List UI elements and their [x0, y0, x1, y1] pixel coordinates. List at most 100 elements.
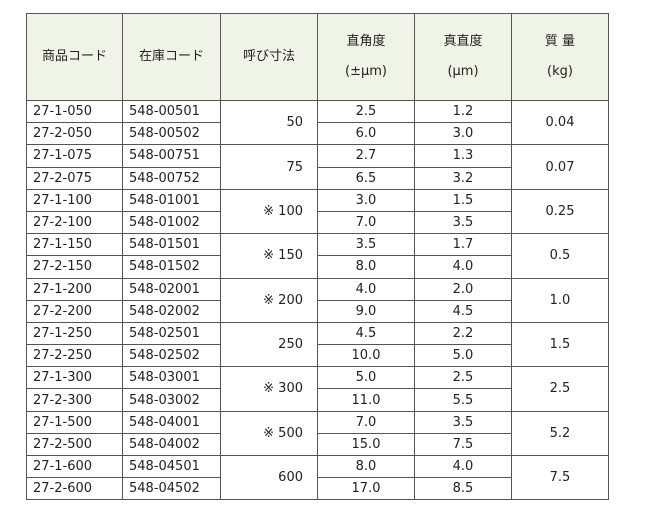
stock-code: 548-00502: [122, 122, 221, 146]
header-cell: 直角度 (±μm): [317, 13, 415, 101]
straightness: 1.2: [414, 99, 512, 124]
product-code: 27-2-500: [26, 432, 123, 457]
mass: 0.04: [511, 99, 609, 146]
product-code: 27-1-050: [26, 99, 123, 124]
header-text: (μm): [447, 64, 479, 79]
spec-table: 商品コード 在庫コード 呼び寸法 直角度 (±μm) 真直度 (μm) 質 量 (kg) 27-…: [26, 13, 609, 501]
header-text: 真直度: [443, 34, 483, 49]
product-code: 27-1-300: [26, 366, 123, 390]
product-code: 27-2-300: [26, 388, 123, 412]
nominal-size: ※ 300: [220, 366, 318, 412]
header-text: 質 量: [544, 34, 576, 49]
stock-code: 548-02001: [122, 277, 221, 301]
product-code: 27-2-250: [26, 344, 123, 368]
mass: 7.5: [511, 454, 609, 501]
data-row: 27-1-600 548-04501 600 8.0 4.0 7.5: [26, 454, 609, 501]
straightness: 4.0: [414, 454, 512, 479]
stock-code: 548-00752: [122, 166, 221, 190]
perpendicularity: 17.0: [317, 477, 415, 501]
perpendicularity: 4.5: [317, 321, 415, 346]
perpendicularity: 8.0: [317, 454, 415, 479]
straightness: 2.5: [414, 366, 512, 390]
nominal-size: 50: [220, 99, 318, 146]
stock-code: 548-00751: [122, 144, 221, 168]
header-cell: 商品コード: [26, 13, 123, 101]
perpendicularity: 4.0: [317, 277, 415, 301]
stock-code: 548-01502: [122, 255, 221, 279]
straightness: 8.5: [414, 477, 512, 501]
straightness: 1.5: [414, 188, 512, 212]
stock-code: 548-00501: [122, 99, 221, 124]
stock-code: 548-01002: [122, 210, 221, 235]
straightness: 5.0: [414, 344, 512, 368]
data-row: 27-2-200 548-02002 9.0 4.5: [26, 299, 609, 323]
perpendicularity: 15.0: [317, 432, 415, 457]
perpendicularity: 6.0: [317, 122, 415, 146]
data-row: 27-2-300 548-03002 11.0 5.5: [26, 388, 609, 412]
header-text: 呼び寸法: [242, 49, 295, 64]
data-row: 27-1-300 548-03001 ※ 300 5.0 2.5 2.5: [26, 366, 609, 412]
perpendicularity: 3.5: [317, 233, 415, 257]
stock-code: 548-02501: [122, 321, 221, 346]
data-row: 27-1-250 548-02501 250 4.5 2.2 1.5: [26, 321, 609, 368]
header-row: 商品コード 在庫コード 呼び寸法 直角度 (±μm) 真直度 (μm) 質 量 (kg): [26, 13, 609, 101]
product-code: 27-1-600: [26, 454, 123, 479]
data-row: 27-2-250 548-02502 10.0 5.0: [26, 344, 609, 368]
data-row: 27-1-075 548-00751 75 2.7 1.3 0.07: [26, 144, 609, 190]
data-row: 27-1-500 548-04001 ※ 500 7.0 3.5 5.2: [26, 410, 609, 457]
nominal-size: ※ 500: [220, 410, 318, 457]
product-code: 27-2-100: [26, 210, 123, 235]
nominal-size: ※ 200: [220, 277, 318, 323]
perpendicularity: 8.0: [317, 255, 415, 279]
mass: 0.25: [511, 188, 609, 235]
straightness: 3.2: [414, 166, 512, 190]
product-code: 27-2-600: [26, 477, 123, 501]
stock-code: 548-03002: [122, 388, 221, 412]
mass: 0.5: [511, 233, 609, 279]
product-code: 27-2-075: [26, 166, 123, 190]
product-code: 27-1-200: [26, 277, 123, 301]
stock-code: 548-02502: [122, 344, 221, 368]
data-row: 27-1-150 548-01501 ※ 150 3.5 1.7 0.5: [26, 233, 609, 279]
stock-code: 548-01501: [122, 233, 221, 257]
straightness: 2.2: [414, 321, 512, 346]
header-cell: 質 量 (kg): [511, 13, 609, 101]
stock-code: 548-04002: [122, 432, 221, 457]
straightness: 3.5: [414, 410, 512, 434]
perpendicularity: 7.0: [317, 410, 415, 434]
product-code: 27-1-075: [26, 144, 123, 168]
straightness: 1.3: [414, 144, 512, 168]
straightness: 4.5: [414, 299, 512, 323]
product-code: 27-1-150: [26, 233, 123, 257]
perpendicularity: 2.5: [317, 99, 415, 124]
straightness: 7.5: [414, 432, 512, 457]
header-cell: 真直度 (μm): [414, 13, 512, 101]
nominal-size: 250: [220, 321, 318, 368]
perpendicularity: 5.0: [317, 366, 415, 390]
data-row: 27-1-200 548-02001 ※ 200 4.0 2.0 1.0: [26, 277, 609, 323]
header-text: (kg): [547, 64, 573, 79]
product-code: 27-1-250: [26, 321, 123, 346]
stock-code: 548-01001: [122, 188, 221, 212]
mass: 5.2: [511, 410, 609, 457]
product-code: 27-2-200: [26, 299, 123, 323]
stock-code: 548-02002: [122, 299, 221, 323]
straightness: 3.5: [414, 210, 512, 235]
data-row: 27-2-150 548-01502 8.0 4.0: [26, 255, 609, 279]
nominal-size: ※ 100: [220, 188, 318, 235]
mass: 2.5: [511, 366, 609, 412]
data-row: 27-1-050 548-00501 50 2.5 1.2 0.04: [26, 99, 609, 146]
product-code: 27-2-150: [26, 255, 123, 279]
header-text: 在庫コード: [138, 49, 204, 64]
product-code: 27-2-050: [26, 122, 123, 146]
stock-code: 548-03001: [122, 366, 221, 390]
perpendicularity: 10.0: [317, 344, 415, 368]
nominal-size: 75: [220, 144, 318, 190]
perpendicularity: 2.7: [317, 144, 415, 168]
header-text: 直角度: [346, 34, 386, 49]
header-text: 商品コード: [41, 49, 107, 64]
mass: 0.07: [511, 144, 609, 190]
data-row: 27-2-600 548-04502 17.0 8.5: [26, 477, 609, 501]
product-code: 27-1-500: [26, 410, 123, 434]
data-row: 27-1-100 548-01001 ※ 100 3.0 1.5 0.25: [26, 188, 609, 235]
